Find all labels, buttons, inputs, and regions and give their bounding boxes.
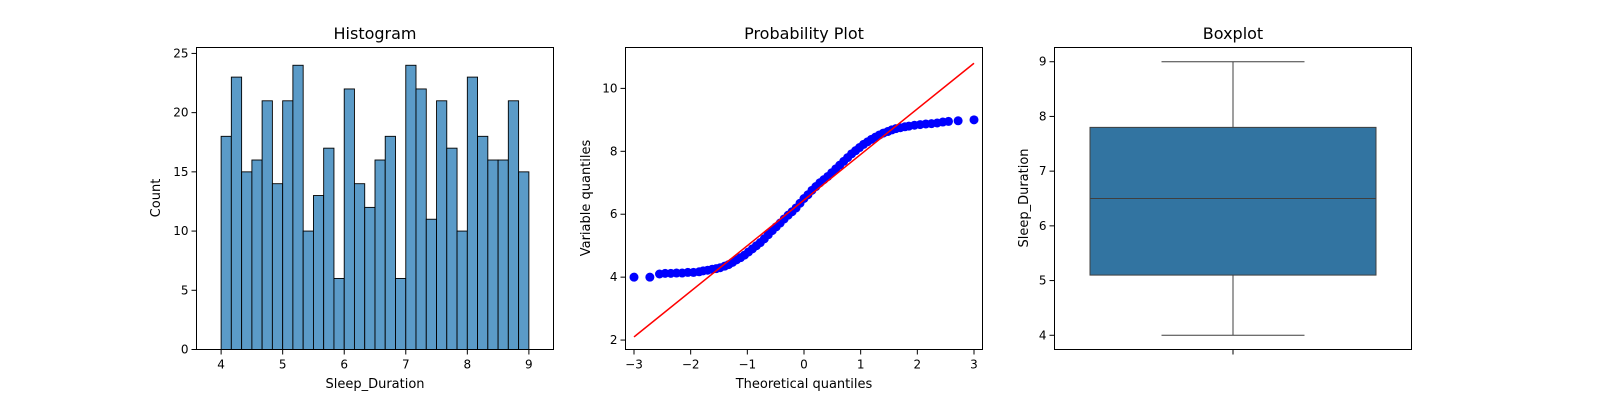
boxplot-ytick-label: 9	[1039, 55, 1047, 69]
probability-xtick-label: 1	[857, 358, 865, 372]
probability-ytick-label: 10	[602, 81, 617, 95]
histogram-ylabel: Count	[149, 179, 164, 218]
histogram-xtick-label: 4	[217, 358, 225, 372]
boxplot-ylabel: Sleep_Duration	[1017, 148, 1032, 247]
probability-ytick-label: 8	[610, 144, 618, 158]
histogram-bar	[271, 183, 284, 350]
histogram-bar	[353, 183, 366, 350]
histogram-bar	[436, 100, 448, 350]
probability-ytick-label: 6	[610, 207, 618, 221]
histogram-bar	[230, 76, 243, 350]
boxplot-panel: Boxplot 4 5 6 7 8 9 Sleep_Duration	[1017, 24, 1412, 355]
probability-points	[629, 115, 979, 282]
probability-plot-frame	[625, 47, 983, 350]
histogram-xtick-label: 6	[340, 358, 348, 372]
boxplot-ytick-label: 8	[1039, 109, 1047, 123]
histogram-bar	[323, 147, 335, 350]
histogram-ytick-label: 20	[173, 106, 188, 120]
boxplot-frame	[1054, 47, 1412, 350]
histogram-bar	[497, 159, 509, 350]
probability-point	[645, 272, 655, 282]
boxplot-ytick-label: 7	[1039, 164, 1047, 178]
histogram-bar	[477, 135, 489, 350]
histogram-bar	[364, 206, 376, 350]
histogram-bar	[415, 88, 427, 350]
probability-point	[953, 116, 963, 126]
probability-xtick-label: 3	[970, 358, 978, 372]
histogram-bar	[292, 64, 304, 350]
histogram-ytick-label: 0	[181, 343, 189, 357]
boxplot-ytick-label: 5	[1039, 274, 1047, 288]
histogram-bar	[456, 230, 468, 350]
histogram-xtick-label: 7	[402, 358, 410, 372]
histogram-xlabel: Sleep_Duration	[325, 377, 424, 392]
histogram-title: Histogram	[334, 24, 417, 43]
probability-point	[629, 272, 639, 282]
histogram-bar	[312, 195, 325, 350]
histogram-bar	[507, 100, 520, 350]
probability-plot-xlabel: Theoretical quantiles	[735, 377, 873, 392]
histogram-ytick-label: 5	[181, 283, 189, 297]
probability-point	[944, 116, 953, 126]
histogram-bar	[282, 100, 294, 350]
probability-xtick-label: −2	[682, 358, 700, 372]
histogram-bar	[343, 88, 355, 350]
fit-line	[633, 62, 975, 338]
histogram-panel: Histogram 0 5 10 15 20 25 4 5 6 7 8 9 Sleep_Duratio…	[149, 24, 554, 392]
histogram-xtick-label: 9	[525, 358, 533, 372]
probability-plot-ylabel: Variable quantiles	[579, 139, 594, 256]
histogram-xtick-label: 5	[279, 358, 287, 372]
histogram-ticks: 0 5 10 15 20 25 4 5 6 7 8 9	[173, 46, 532, 371]
probability-ytick-label: 4	[610, 270, 618, 284]
histogram-bar	[395, 277, 407, 350]
histogram-bar	[302, 230, 314, 350]
histogram-bar	[261, 100, 273, 350]
probability-xtick-label: −1	[738, 358, 756, 372]
histogram-bars	[220, 64, 530, 350]
boxplot-ytick-label: 4	[1039, 328, 1047, 342]
histogram-bar	[333, 277, 345, 350]
histogram-xtick-label: 8	[464, 358, 472, 372]
histogram-bar	[466, 76, 478, 350]
histogram-bar	[446, 147, 458, 350]
box	[1089, 126, 1377, 276]
boxplot-ticks: 4 5 6 7 8 9	[1039, 55, 1234, 355]
probability-xtick-label: 2	[914, 358, 922, 372]
histogram-bar	[384, 135, 396, 350]
probability-ytick-label: 2	[610, 333, 618, 347]
histogram-bar	[487, 159, 499, 350]
histogram-bar	[425, 218, 438, 350]
probability-xtick-label: 0	[800, 358, 808, 372]
boxplot-elements	[1089, 61, 1377, 336]
probability-ticks: 2 4 6 8 10 −3 −2 −1 0 1 2 3	[602, 81, 978, 371]
histogram-bar	[251, 159, 263, 350]
boxplot-title: Boxplot	[1203, 24, 1263, 43]
histogram-bar	[374, 159, 386, 350]
histogram-ytick-label: 25	[173, 46, 188, 60]
histogram-bar	[518, 171, 530, 350]
histogram-ytick-label: 10	[173, 224, 188, 238]
histogram-ytick-label: 15	[173, 165, 188, 179]
probability-point	[969, 115, 979, 125]
probability-xtick-label: −3	[625, 358, 643, 372]
histogram-bar	[220, 135, 232, 350]
probability-plot-title: Probability Plot	[744, 24, 864, 43]
probability-plot-panel: Probability Plot 2 4 6 8 10 −3 −2 −1 0 1 2 3 Theore…	[579, 24, 983, 392]
histogram-bar	[241, 171, 253, 350]
histogram-bar	[405, 64, 417, 350]
boxplot-ytick-label: 6	[1039, 219, 1047, 233]
histogram-frame	[196, 47, 554, 350]
